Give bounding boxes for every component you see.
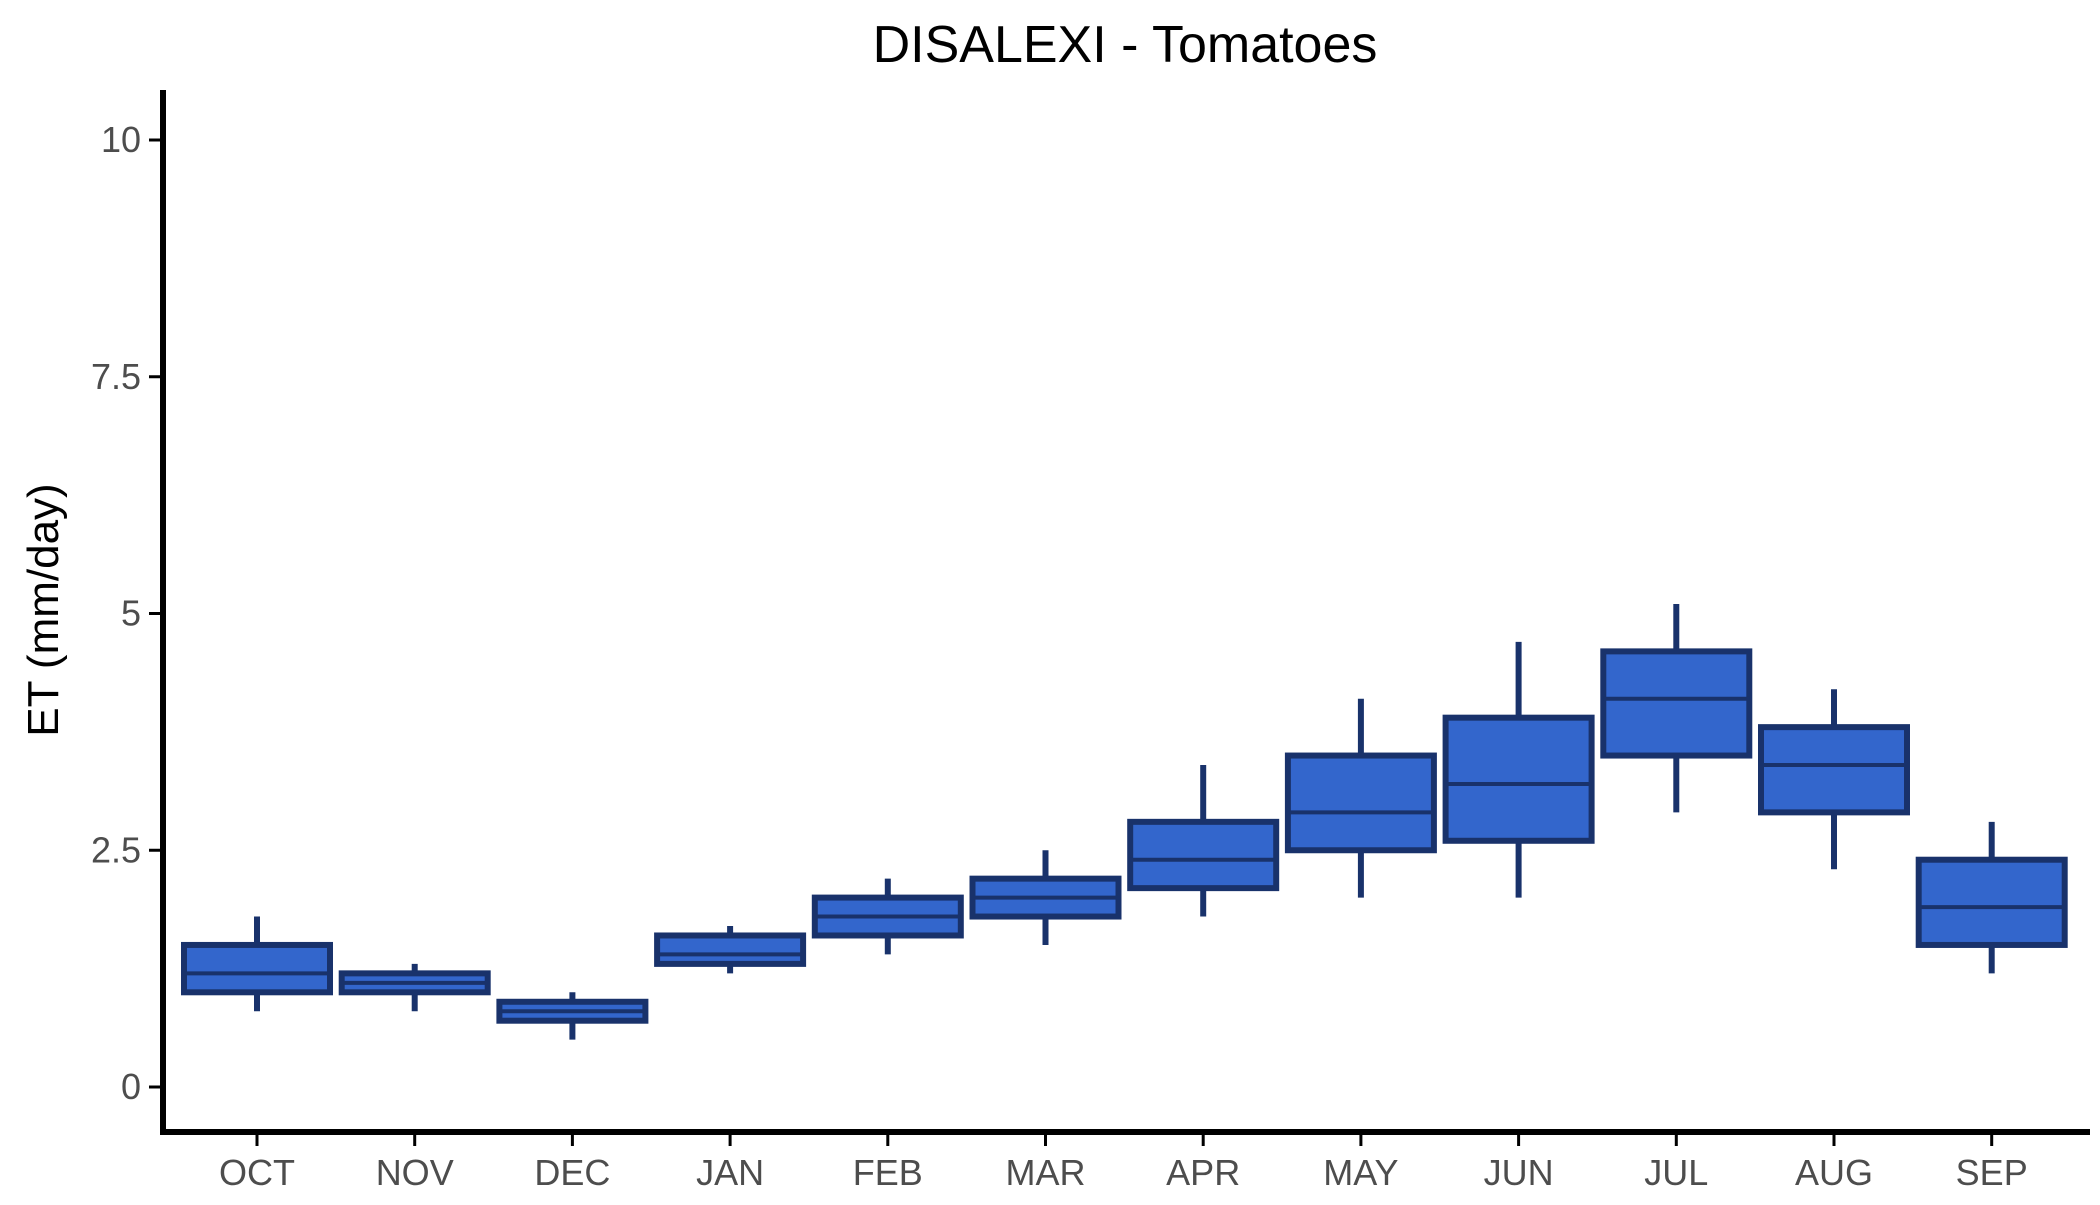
x-tick-label: OCT xyxy=(219,1152,295,1193)
y-tick-label: 5 xyxy=(121,593,141,634)
y-tick-label: 10 xyxy=(101,119,141,160)
x-tick-label: AUG xyxy=(1795,1152,1873,1193)
x-tick-label: FEB xyxy=(853,1152,923,1193)
box-dec xyxy=(496,992,649,1040)
y-tick-label: 0 xyxy=(121,1066,141,1107)
box-body xyxy=(654,932,807,967)
y-axis: 0 2.5 5 7.5 10 xyxy=(91,119,163,1107)
box-mar xyxy=(969,850,1122,945)
chart-title: DISALEXI - Tomatoes xyxy=(873,16,1378,74)
box-body xyxy=(1442,714,1595,844)
box-body xyxy=(181,941,333,996)
box-feb xyxy=(811,878,964,955)
box-body xyxy=(1127,818,1280,892)
box-jan xyxy=(654,926,807,974)
x-axis: OCT NOV DEC JAN FEB MAR APR MAY JUN JUL AUG SEP xyxy=(219,1132,2028,1193)
box-body xyxy=(1600,648,1753,759)
box-aug xyxy=(1758,689,1910,870)
x-tick-label: JAN xyxy=(696,1152,764,1193)
box-sep xyxy=(1915,821,2068,974)
box-layer xyxy=(181,604,2068,1040)
x-tick-label: DEC xyxy=(534,1152,610,1193)
x-tick-label: JUL xyxy=(1644,1152,1708,1193)
x-tick-label: NOV xyxy=(376,1152,454,1193)
x-tick-label: MAR xyxy=(1006,1152,1086,1193)
box-may xyxy=(1284,698,1437,898)
x-tick-label: JUN xyxy=(1484,1152,1554,1193)
box-body xyxy=(1915,856,2068,948)
box-nov xyxy=(338,963,491,1012)
y-tick-label: 2.5 xyxy=(91,829,141,870)
box-jul xyxy=(1600,604,1753,813)
x-tick-label: APR xyxy=(1166,1152,1240,1193)
x-tick-label: SEP xyxy=(1956,1152,2028,1193)
box-body xyxy=(1284,752,1437,854)
box-apr xyxy=(1127,765,1280,917)
x-tick-label: MAY xyxy=(1323,1152,1398,1193)
box-jun xyxy=(1442,641,1595,898)
box-body xyxy=(1758,724,1910,816)
y-tick-label: 7.5 xyxy=(91,356,141,397)
y-axis-label: ET (mm/day) xyxy=(19,483,68,736)
box-oct xyxy=(181,916,333,1012)
